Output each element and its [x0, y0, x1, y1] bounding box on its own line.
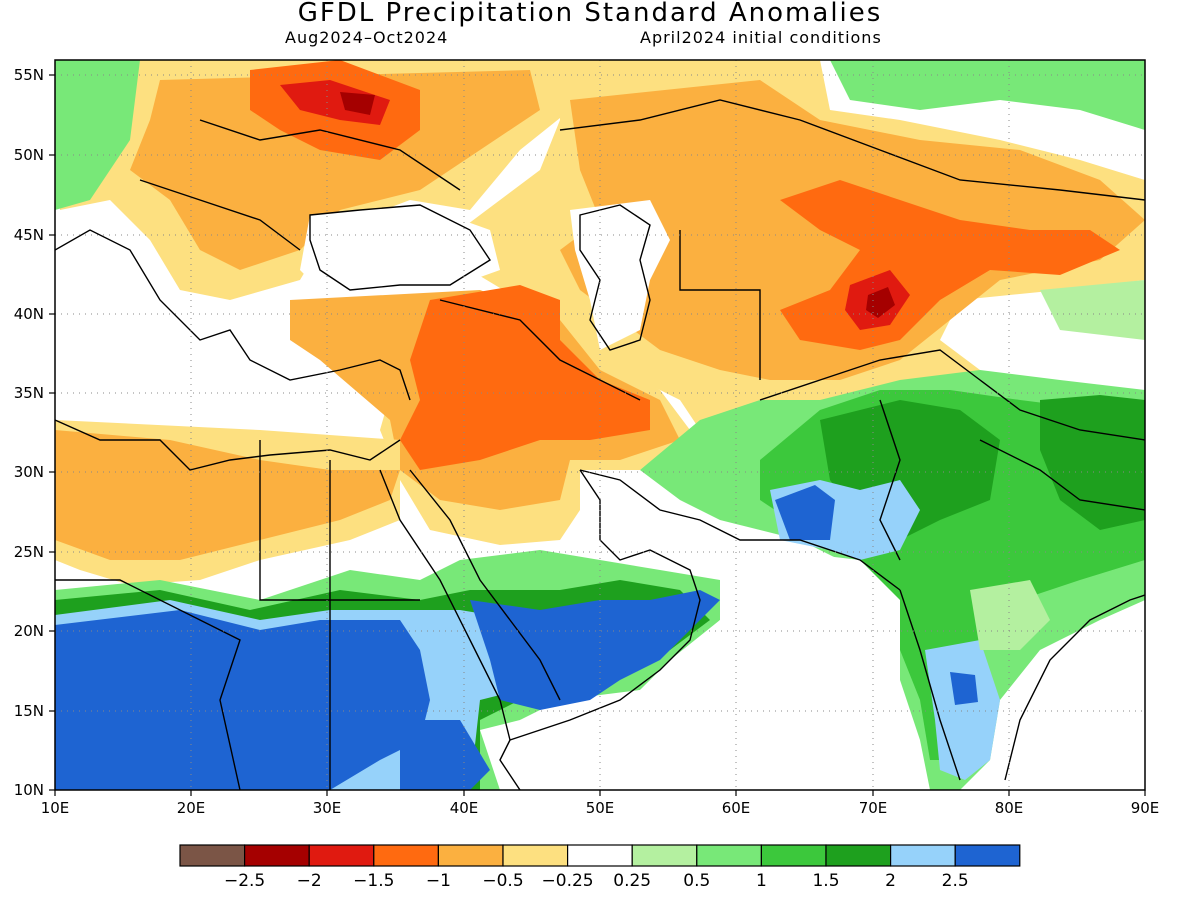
colorbar-swatch — [437, 844, 504, 867]
colorbar-swatch — [566, 844, 633, 867]
colorbar-label: −1.5 — [353, 871, 394, 891]
dry-region-belarus — [340, 92, 375, 115]
colorbar-swatch — [179, 844, 246, 867]
wet-region-tibet — [1040, 280, 1145, 340]
x-tick-label: 50E — [586, 799, 615, 817]
y-tick-label: 25N — [14, 543, 44, 561]
colorbar — [179, 844, 1021, 867]
wet-region-arabia-blue — [470, 590, 720, 710]
wet-region-bengal — [1040, 395, 1145, 530]
x-tick-label: 20E — [177, 799, 206, 817]
x-tick-label: 70E — [859, 799, 888, 817]
x-tick-label: 90E — [1131, 799, 1160, 817]
neutral-region-black-sea — [300, 205, 500, 300]
initial-conditions: April2024 initial conditions — [640, 28, 882, 47]
colorbar-swatch — [696, 844, 762, 867]
wet-region-mongolia — [830, 60, 1145, 130]
colorbar-swatch — [760, 844, 827, 867]
colorbar-swatch — [308, 844, 375, 867]
colorbar-label: −2.5 — [224, 871, 265, 891]
neutral-region-india-interior — [970, 580, 1050, 650]
dry-region-libya-egypt — [55, 430, 400, 560]
wet-region-ethiopia-blue — [400, 720, 490, 790]
wet-region-india-south-blue — [950, 672, 978, 705]
forecast-period: Aug2024–Oct2024 — [285, 28, 449, 47]
y-tick-label: 45N — [14, 226, 44, 244]
colorbar-label: 0.25 — [613, 871, 651, 891]
colorbar-label: 1.5 — [812, 871, 839, 891]
neutral-region-caspian — [570, 200, 670, 350]
colorbar-swatch — [244, 844, 310, 867]
colorbar-swatch — [373, 844, 439, 867]
axis-ticks — [49, 74, 1146, 796]
colorbar-swatch — [825, 844, 892, 867]
colorbar-swatch — [889, 844, 956, 867]
y-tick-label: 55N — [14, 66, 44, 84]
x-tick-label: 60E — [722, 799, 751, 817]
colorbar-swatch — [631, 844, 698, 867]
x-tick-label: 40E — [450, 799, 479, 817]
chart-title: GFDL Precipitation Standard Anomalies — [297, 0, 883, 28]
y-tick-label: 10N — [14, 781, 44, 799]
colorbar-labels: −2.5 −2 −1.5 −1 −0.5 −0.25 0.25 0.5 1 1.5 2 2.5 — [224, 871, 969, 891]
y-tick-label: 15N — [14, 702, 44, 720]
colorbar-label: −2 — [297, 871, 322, 891]
colorbar-label: −0.25 — [542, 871, 594, 891]
wet-region-west-europe — [55, 60, 140, 210]
colorbar-swatch — [502, 844, 569, 867]
wet-region-pakistan-blue — [775, 485, 835, 540]
neutral-region-arabian-sea — [500, 540, 900, 790]
y-tick-label: 20N — [14, 622, 44, 640]
y-tick-label: 40N — [14, 305, 44, 323]
colorbar-label: 1 — [756, 871, 767, 891]
y-tick-label: 35N — [14, 384, 44, 402]
x-tick-label: 10E — [41, 799, 70, 817]
dry-region-europe-mid — [130, 70, 540, 270]
anomaly-field — [55, 60, 1145, 790]
colorbar-label: 2.5 — [942, 871, 969, 891]
dry-region-ukraine-core — [280, 80, 390, 125]
colorbar-label: 2 — [885, 871, 896, 891]
dry-region-turkey-iraq — [400, 285, 650, 470]
colorbar-label: 0.5 — [683, 871, 710, 891]
y-tick-label: 50N — [14, 146, 44, 164]
colorbar-label: −1 — [426, 871, 451, 891]
y-tick-label: 30N — [14, 463, 44, 481]
colorbar-swatch — [954, 844, 1021, 867]
wet-region-sahel-blue — [55, 610, 430, 790]
wet-region-india-south-lightblue — [925, 640, 1000, 780]
colorbar-label: −0.5 — [482, 871, 523, 891]
x-axis-labels: 10E 20E 30E 40E 50E 60E 70E 80E 90E — [41, 799, 1160, 817]
x-tick-label: 80E — [995, 799, 1024, 817]
x-tick-label: 30E — [313, 799, 342, 817]
y-axis-labels: 55N 50N 45N 40N 35N 30N 25N 20N 15N 10N — [14, 66, 44, 799]
coastlines — [55, 99, 1145, 790]
